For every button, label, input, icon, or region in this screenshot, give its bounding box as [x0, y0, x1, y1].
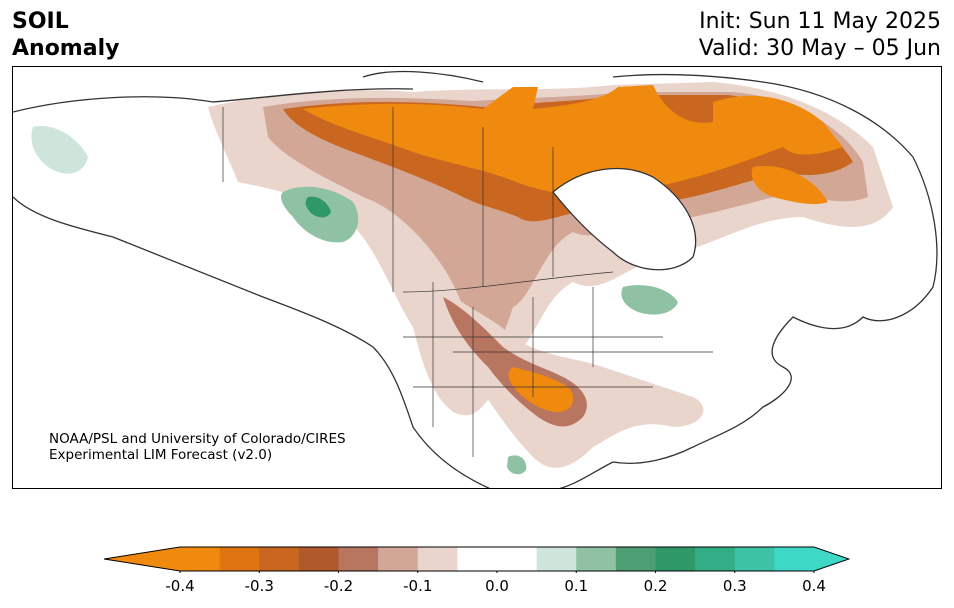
- init-date: Init: Sun 11 May 2025: [699, 9, 941, 34]
- map-panel: [12, 66, 942, 489]
- title-line-2: Anomaly: [12, 36, 120, 61]
- colorbar-bin: [378, 547, 419, 571]
- colorbar-tick-label: 0.3: [722, 577, 747, 595]
- colorbar-bin: [259, 547, 300, 571]
- anomaly-region-great-lakes-wet: [621, 285, 678, 315]
- anomaly-region-southwest-wet: [507, 455, 527, 475]
- anomaly-region-plains-strong: [508, 367, 574, 412]
- hudson-bay-coast: [552, 167, 697, 271]
- colorbar-bin: [338, 547, 379, 571]
- colorbar-tick-label: -0.2: [323, 577, 354, 595]
- colorbar-bin: [536, 547, 577, 571]
- map-title: SOIL Anomaly: [12, 8, 119, 62]
- colorbar-over-arrow: [814, 547, 849, 571]
- colorbar-tick-label: -0.1: [403, 577, 433, 595]
- colorbar-tick-label: -0.3: [244, 577, 274, 595]
- colorbar-bin: [180, 547, 221, 571]
- valid-date: Valid: 30 May – 05 Jun: [698, 36, 941, 61]
- colorbar-bin: [695, 547, 736, 571]
- anomaly-region-canada-max: [303, 85, 843, 196]
- credit-line-1: NOAA/PSL and University of Colorado/CIRE…: [49, 431, 346, 447]
- anomaly-region-plains-light: [391, 254, 704, 468]
- colorbar-bin: [734, 547, 775, 571]
- colorbar-tick-label: 0.2: [643, 577, 668, 595]
- anomaly-region-east-canada: [751, 166, 828, 205]
- anomaly-map: [13, 70, 938, 488]
- colorbar: [104, 546, 850, 573]
- colorbar-under-arrow: [104, 547, 180, 571]
- colorbar-tick-label: 0.1: [564, 577, 589, 595]
- credit-line-2: Experimental LIM Forecast (v2.0): [49, 447, 273, 463]
- coastline: [13, 70, 938, 488]
- title-line-1: SOIL: [12, 9, 69, 34]
- forecast-dates: Init: Sun 11 May 2025 Valid: 30 May – 05…: [699, 8, 941, 62]
- political-borders: [222, 107, 713, 457]
- colorbar-bin: [615, 547, 656, 571]
- data-credit: NOAA/PSL and University of Colorado/CIRE…: [49, 431, 346, 463]
- colorbar-bin: [774, 547, 815, 571]
- anomaly-region-northwest-wet-core: [305, 196, 331, 218]
- colorbar-tick-label: 0.0: [485, 577, 509, 595]
- anomaly-region-alaska-wet: [31, 126, 89, 174]
- colorbar-bin: [417, 547, 458, 571]
- colorbar-bin: [298, 547, 339, 571]
- colorbar-bin: [655, 547, 696, 571]
- colorbar-tick-label: 0.4: [802, 577, 826, 595]
- colorbar-bin: [219, 547, 260, 571]
- colorbar-tick-label: -0.4: [165, 577, 195, 595]
- colorbar-bin: [457, 547, 538, 571]
- colorbar-bin: [576, 547, 617, 571]
